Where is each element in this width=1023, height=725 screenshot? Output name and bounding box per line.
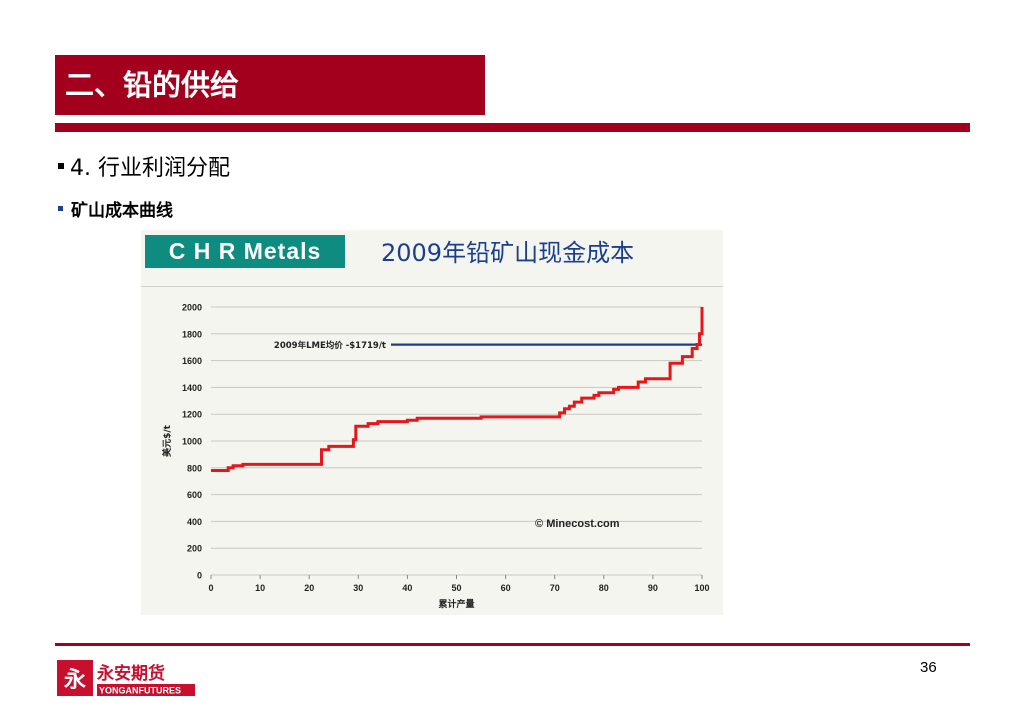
x-tick-label: 40 — [402, 583, 412, 593]
x-tick-label: 30 — [353, 583, 363, 593]
x-tick-label: 70 — [550, 583, 560, 593]
x-tick-label: 20 — [304, 583, 314, 593]
bullet-1-text: 4. 行业利润分配 — [70, 156, 230, 181]
logo-mark: 永 — [64, 667, 86, 693]
footer-rule — [55, 643, 970, 646]
y-tick-label: 1600 — [182, 356, 202, 366]
y-tick-label: 800 — [187, 463, 202, 473]
y-tick-label: 400 — [187, 517, 202, 527]
y-axis-title: 美元$/t — [161, 424, 173, 457]
x-tick-label: 100 — [694, 583, 709, 593]
x-axis-title: 累计产量 — [438, 598, 474, 610]
y-tick-label: 0 — [197, 571, 202, 581]
bullet-square-icon — [58, 163, 64, 169]
chart-header-divider — [141, 286, 723, 287]
y-tick-label: 2000 — [182, 303, 202, 313]
page-number: 36 — [920, 659, 937, 676]
y-tick-label: 200 — [187, 544, 202, 554]
cost-curve-series — [211, 307, 704, 472]
logo-name-en: YONGANFUTURES — [99, 686, 181, 696]
bullet-square-icon — [58, 206, 63, 211]
chr-metals-badge: C H R Metals — [145, 235, 345, 268]
cost-curve-chart: 0 200 400 600 800 1000 1200 1400 1600 1800 2000 0 10… — [161, 303, 710, 611]
y-tick-label: 1400 — [182, 383, 202, 393]
x-tick-label: 80 — [599, 583, 609, 593]
x-tick-label: 60 — [501, 583, 511, 593]
chart-title: 2009年铅矿山现金成本 — [381, 239, 635, 267]
x-tick-label: 90 — [648, 583, 658, 593]
bullet-row-2: 矿山成本曲线 — [58, 196, 173, 221]
slide-title: 二、铅的供给 — [55, 55, 485, 115]
x-tick-label: 0 — [208, 583, 213, 593]
y-tick-label: 1000 — [182, 437, 202, 447]
lme-average-label: 2009年LME均价 -$1719/t — [274, 340, 386, 351]
minecost-credit: © Minecost.com — [535, 518, 620, 530]
bullet-2-text: 矿山成本曲线 — [71, 201, 173, 221]
y-tick-label: 600 — [187, 490, 202, 500]
bullet-row-1: 4. 行业利润分配 — [58, 150, 230, 182]
yongan-logo: 永 永安期货 YONGANFUTURES — [57, 660, 195, 696]
title-rule — [55, 123, 970, 132]
x-tick-label: 10 — [255, 583, 265, 593]
x-tick-label: 50 — [451, 583, 461, 593]
y-tick-label: 1200 — [182, 410, 202, 420]
chart-panel: C H R Metals 2009年铅矿山现金成本 0 200 400 600 800 1… — [141, 230, 723, 615]
y-tick-label: 1800 — [182, 329, 202, 339]
logo-name-cn: 永安期货 — [96, 663, 165, 684]
